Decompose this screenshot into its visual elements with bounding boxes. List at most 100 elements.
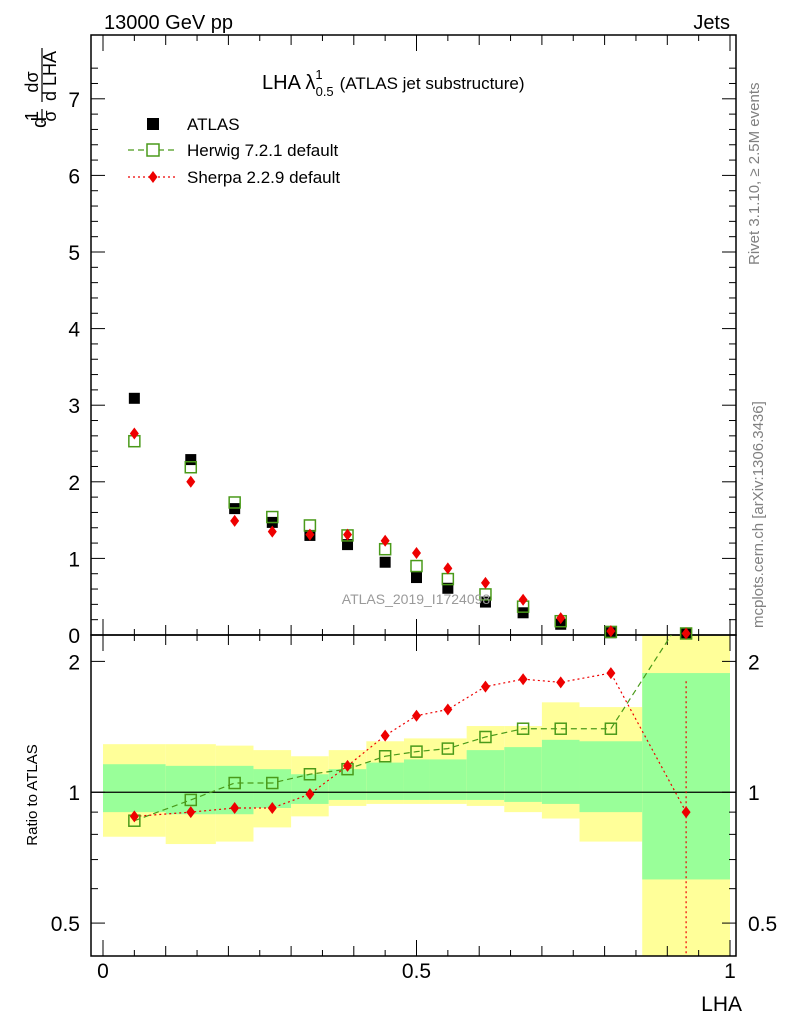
herwig-point	[184, 460, 198, 474]
herwig-point	[410, 559, 423, 573]
sherpa-ratio-point	[556, 676, 566, 689]
sherpa-point	[186, 475, 196, 488]
ratio-ytick-label-right: 1	[748, 782, 760, 805]
y-axis-label-ratio: Ratio to ATLAS	[24, 744, 41, 845]
sherpa-point	[518, 593, 528, 606]
x-axis-label: LHA	[701, 993, 742, 1016]
ratio-ytick-label-right: 2	[748, 651, 760, 674]
xtick-label: 1	[724, 960, 736, 983]
sherpa-ratio-point	[518, 673, 528, 686]
herwig-ratio-point	[378, 750, 392, 763]
legend-atlas-marker	[147, 118, 159, 130]
sherpa-point	[380, 534, 390, 547]
xtick-label: 0	[97, 960, 109, 983]
sherpa-ratio-point	[230, 801, 240, 814]
band-inner-12	[579, 741, 643, 813]
legend-sherpa-marker	[148, 171, 158, 183]
sherpa-point	[480, 576, 490, 589]
legend-herwig-marker	[146, 143, 160, 157]
y-label-sigma: σ	[40, 110, 60, 121]
main-ytick-label: 5	[68, 242, 80, 265]
atlas-point	[479, 596, 491, 608]
xtick-label: 0.5	[402, 960, 431, 983]
sherpa-point	[412, 547, 421, 560]
sherpa-point	[305, 528, 315, 541]
legend-label: Sherpa 2.2.9 default	[187, 168, 340, 187]
band-inner-6	[366, 762, 404, 800]
sherpa-ratio-point	[443, 703, 453, 716]
ratio-ytick-label-right: 0.5	[748, 913, 777, 936]
herwig-ratio-point	[554, 722, 567, 735]
main-ytick-label: 2	[68, 472, 80, 495]
sherpa-point	[443, 562, 453, 575]
watermark: ATLAS_2019_I1724098	[342, 591, 491, 607]
band-inner-10	[504, 747, 542, 802]
sherpa-ratio-point	[380, 729, 390, 742]
herwig-ratio-point	[303, 767, 317, 781]
band-inner-5	[328, 769, 367, 800]
main-ytick-label: 4	[68, 319, 80, 342]
legend-label: Herwig 7.2.1 default	[187, 141, 338, 160]
ratio-ytick-label-left: 0.5	[51, 913, 80, 936]
band-inner-13	[642, 673, 730, 880]
herwig-ratio-point	[410, 745, 423, 758]
tick-labels: 0 1 2 3 4 5 6 7 0.5 0.5 1 1 2 2 0 0.5 1	[51, 89, 777, 983]
band-inner-11	[541, 739, 580, 804]
y-label-one: 1	[22, 111, 42, 121]
series-markers	[128, 392, 693, 827]
header-right: Jets	[693, 12, 730, 34]
ratio-ytick-label-left: 1	[68, 782, 80, 805]
legend-label: ATLAS	[187, 115, 240, 134]
legend: ATLAS Herwig 7.2.1 default Sherpa 2.2.9 de…	[128, 115, 340, 187]
atlas-point	[342, 539, 354, 551]
atlas-point	[379, 556, 391, 568]
sherpa-ratio-point	[343, 759, 353, 772]
axis-ticks	[91, 35, 736, 956]
sherpa-point	[129, 427, 139, 440]
herwig-ratio-point	[479, 730, 492, 744]
ratio-line-square-open	[134, 635, 672, 822]
herwig-ratio-point	[604, 722, 618, 735]
main-ytick-label: 0	[68, 625, 80, 648]
sherpa-point	[230, 514, 240, 527]
sherpa-point	[556, 612, 566, 625]
y-label-dsigma: dσ	[22, 71, 42, 92]
herwig-ratio-point	[184, 793, 198, 807]
sherpa-point	[681, 627, 691, 640]
sherpa-ratio-point	[681, 806, 691, 819]
herwig-ratio-point	[266, 776, 279, 790]
header-left: 13000 GeV pp	[104, 12, 233, 34]
rivet-text: Rivet 3.1.10, ≥ 2.5M events	[746, 83, 763, 266]
band-inner-7	[403, 759, 430, 800]
ratio-ytick-label-left: 2	[68, 651, 80, 674]
sherpa-ratio-point	[480, 680, 490, 693]
herwig-point	[266, 510, 279, 524]
sherpa-point	[343, 528, 353, 541]
chart-title: LHA λ1 0.5 (ATLAS jet substructure)	[262, 67, 525, 99]
herwig-ratio-point	[228, 776, 241, 790]
main-ytick-label: 6	[68, 165, 80, 188]
main-ytick-label: 7	[68, 89, 80, 112]
sherpa-ratio-point	[186, 806, 196, 819]
sherpa-point	[267, 525, 277, 538]
sherpa-ratio-point	[267, 801, 277, 814]
atlas-point	[555, 618, 567, 630]
atlas-point	[442, 582, 454, 594]
sherpa-point	[606, 625, 616, 638]
atlas-point	[411, 572, 422, 584]
ratio-frame	[90, 634, 737, 957]
herwig-point	[228, 496, 241, 509]
main-ytick-label: 1	[68, 548, 80, 571]
sherpa-ratio-point	[305, 788, 315, 801]
atlas-point	[185, 454, 197, 466]
sherpa-ratio-point	[129, 810, 139, 823]
atlas-point	[128, 392, 140, 404]
axes-frames	[90, 34, 737, 957]
ratio-line-diamond	[134, 672, 687, 817]
sherpa-ratio-point	[606, 667, 616, 680]
herwig-ratio-point	[516, 722, 530, 735]
y-label-dlha: d LHA	[40, 51, 60, 101]
band-inner-0	[103, 764, 166, 813]
main-ytick-label: 3	[68, 395, 80, 418]
